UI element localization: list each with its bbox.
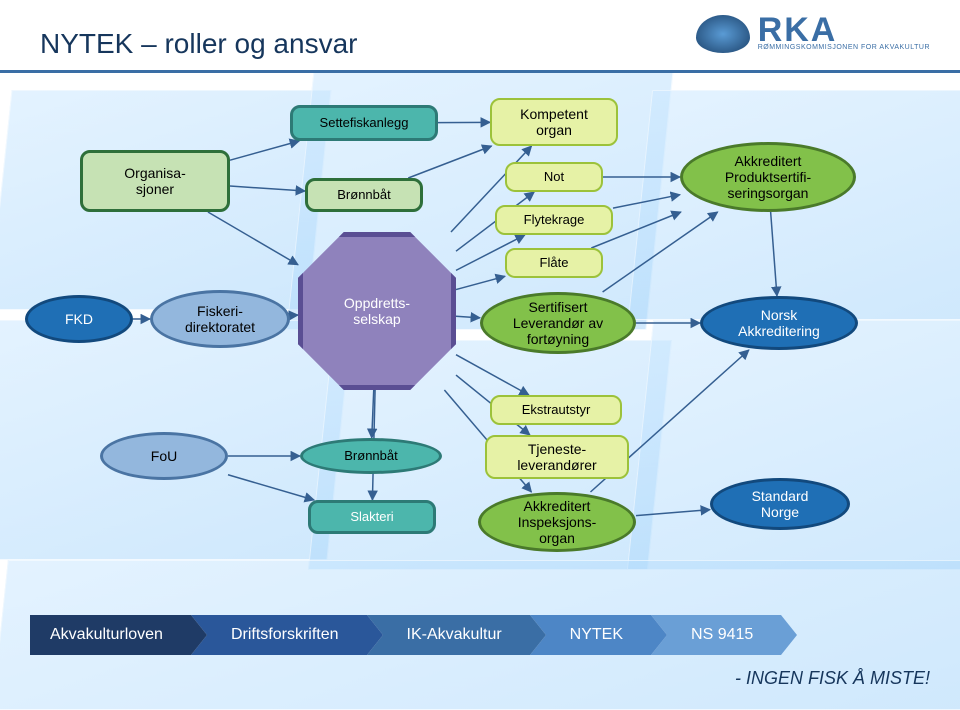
footer-tagline: - INGEN FISK Å MISTE! bbox=[735, 668, 930, 689]
node-oppdretts: Oppdretts-selskap bbox=[298, 232, 456, 390]
node-kompetent: Kompetentorgan bbox=[490, 98, 618, 146]
bg-tile bbox=[627, 320, 960, 570]
breadcrumb-item: Driftsforskriften bbox=[191, 615, 367, 655]
breadcrumb-item: IK-Akvakultur bbox=[367, 615, 530, 655]
fish-icon bbox=[696, 15, 750, 53]
header-rule bbox=[0, 70, 960, 73]
logo-text: RKA bbox=[758, 17, 930, 44]
node-fkd: FKD bbox=[25, 295, 133, 343]
node-tjeneste: Tjeneste-leverandører bbox=[485, 435, 629, 479]
node-akkreditert_insp: AkkreditertInspeksjons-organ bbox=[478, 492, 636, 552]
node-norsk_akkr: NorskAkkreditering bbox=[700, 296, 858, 350]
breadcrumb-item: NS 9415 bbox=[651, 615, 781, 655]
node-flytekrage: Flytekrage bbox=[495, 205, 613, 235]
node-akkreditert_psert: AkkreditertProduktsertifi-seringsorgan bbox=[680, 142, 856, 212]
node-fiskeridir: Fiskeri-direktoratet bbox=[150, 290, 290, 348]
logo-subtitle: RØMMINGSKOMMISJONEN FOR AKVAKULTUR bbox=[758, 44, 930, 51]
node-bronnbat_mid: Brønnbåt bbox=[300, 438, 442, 474]
node-fou: FoU bbox=[100, 432, 228, 480]
node-standard_norge: StandardNorge bbox=[710, 478, 850, 530]
node-settefiskanlegg: Settefiskanlegg bbox=[290, 105, 438, 141]
node-slakteri: Slakteri bbox=[308, 500, 436, 534]
breadcrumb-item: NYTEK bbox=[530, 615, 651, 655]
node-ekstrautstyr: Ekstrautstyr bbox=[490, 395, 622, 425]
node-bronnbat_top: Brønnbåt bbox=[305, 178, 423, 212]
node-not: Not bbox=[505, 162, 603, 192]
logo: RKA RØMMINGSKOMMISJONEN FOR AKVAKULTUR bbox=[696, 15, 930, 53]
breadcrumb: AkvakulturlovenDriftsforskriftenIK-Akvak… bbox=[30, 615, 781, 655]
node-flate: Flåte bbox=[505, 248, 603, 278]
node-organisasjoner: Organisa-sjoner bbox=[80, 150, 230, 212]
breadcrumb-item: Akvakulturloven bbox=[30, 615, 191, 655]
node-sertifisert: SertifisertLeverandør avfortøyning bbox=[480, 292, 636, 354]
page-title: NYTEK – roller og ansvar bbox=[40, 28, 357, 60]
